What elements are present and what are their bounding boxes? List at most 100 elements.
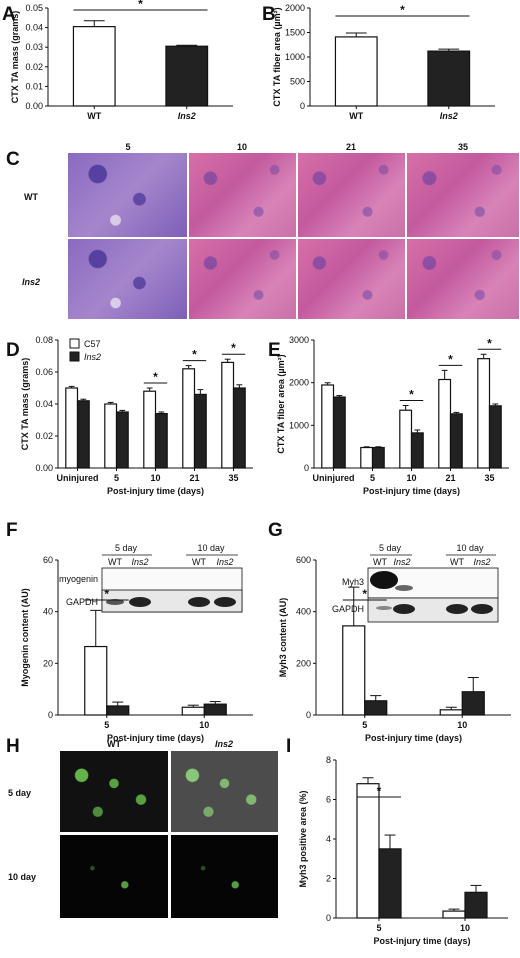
x-axis-label: Post-injury time (days) xyxy=(107,733,204,743)
bar-d-3-1 xyxy=(193,393,207,469)
bar-g-1-0 xyxy=(439,709,463,716)
blot-f-group-5day: 5 day xyxy=(115,543,138,553)
blot-f: 5 day 10 day WT Ins2 WT Ins2 myogenin GA… xyxy=(59,543,243,613)
bar-d-3-0 xyxy=(182,368,196,469)
micrograph-wt-10 xyxy=(189,153,296,237)
y-tick-label: 3000 xyxy=(289,335,309,345)
panel-c-row-ins2: Ins2 xyxy=(22,277,40,287)
y-tick-label: 600 xyxy=(296,555,311,565)
bar-i-1-0 xyxy=(442,910,466,919)
chart-a: 0.00 0.01 0.02 0.03 0.04 0.05 CTX TA mass (gra… xyxy=(10,0,233,121)
micrograph-wt-21 xyxy=(298,153,405,237)
y-tick-label: 1000 xyxy=(289,420,309,430)
bar-e-0-0 xyxy=(321,384,335,469)
significance-star: * xyxy=(231,341,236,355)
panel-c-col-35: 35 xyxy=(458,142,468,152)
micrograph-wt-5 xyxy=(68,153,187,237)
x-tick-label: 5 xyxy=(114,473,119,483)
bar-e-3-0 xyxy=(438,378,452,469)
y-tick-label: 20 xyxy=(43,658,53,668)
x-tick-label: 10 xyxy=(406,473,416,483)
y-axis-label: CTX TA mass (grams) xyxy=(10,11,20,104)
bar-e-2-0 xyxy=(399,409,413,469)
panel-letter-h: H xyxy=(6,736,20,757)
bar-e-4-0 xyxy=(477,358,491,469)
fluorescence-wt-10day xyxy=(60,835,168,918)
blot-f-band-1: myogenin xyxy=(59,574,98,584)
bar-a-0-0 xyxy=(72,26,116,107)
y-tick-label: 40 xyxy=(43,607,53,617)
bar-b-1-0 xyxy=(427,50,471,107)
panel-h-col-ins2: Ins2 xyxy=(215,739,233,749)
bar-g-0-0 xyxy=(342,625,366,716)
bar-a-1-0 xyxy=(165,45,209,107)
y-tick-label: 200 xyxy=(296,658,311,668)
y-tick-label: 8 xyxy=(326,755,331,765)
significance-star: * xyxy=(448,352,453,366)
x-tick-label: 10 xyxy=(199,720,209,730)
micrograph-ins2-5 xyxy=(68,239,187,319)
bar-e-3-1 xyxy=(449,413,463,469)
y-tick-label: 0.08 xyxy=(35,335,53,345)
bar-d-4-1 xyxy=(232,387,246,469)
blot-g-lane-4: Ins2 xyxy=(473,557,490,567)
blot-f-group-10day: 10 day xyxy=(197,543,225,553)
chart-i: 0 2 4 6 8 Myh3 positive area (%) 5 10 Post-injur… xyxy=(298,755,508,946)
fluorescence-wt-5day xyxy=(60,751,168,832)
x-axis-label: Post-injury time (days) xyxy=(363,486,460,496)
y-axis-label: Myogenin content (AU) xyxy=(20,588,30,687)
y-tick-label: 0 xyxy=(304,463,309,473)
significance-star: * xyxy=(104,587,109,601)
bar-e-4-1 xyxy=(488,405,502,469)
blot-f-lane-2: Ins2 xyxy=(131,557,148,567)
y-tick-label: 0.00 xyxy=(35,463,53,473)
bar-f-1-1 xyxy=(203,703,227,716)
panel-c-col-21: 21 xyxy=(346,142,356,152)
blot-g-group-5day: 5 day xyxy=(379,543,402,553)
micrograph-wt-35 xyxy=(407,153,519,237)
blot-g-band-1: Myh3 xyxy=(342,577,364,587)
bar-d-1-1 xyxy=(115,411,129,469)
y-tick-label: 0.04 xyxy=(25,23,43,33)
x-tick-label: 5 xyxy=(370,473,375,483)
bar-d-4-0 xyxy=(221,361,235,469)
y-tick-label: 1000 xyxy=(285,52,305,62)
significance-star: * xyxy=(153,370,158,384)
x-tick-label: Ins2 xyxy=(440,111,458,121)
y-tick-label: 0.00 xyxy=(25,101,43,111)
x-axis-label: Post-injury time (days) xyxy=(107,486,204,496)
x-tick-label: 10 xyxy=(460,923,470,933)
y-tick-label: 0 xyxy=(326,913,331,923)
blot-g-lane-1: WT xyxy=(373,557,387,567)
micrograph-ins2-21 xyxy=(298,239,405,319)
fluorescence-ins2-5day xyxy=(171,751,278,832)
bar-e-0-1 xyxy=(332,396,346,469)
bar-g-0-1 xyxy=(364,700,388,716)
bar-i-0-1 xyxy=(378,848,402,919)
panel-c-row-wt: WT xyxy=(24,192,38,202)
y-tick-label: 2000 xyxy=(285,3,305,13)
x-tick-label: 5 xyxy=(376,923,381,933)
x-tick-label: 35 xyxy=(228,473,238,483)
bar-f-0-0 xyxy=(84,645,108,716)
chart-d: 0.00 0.02 0.04 0.06 0.08 CTX TA mass (grams) U… xyxy=(20,335,253,496)
legend-swatch xyxy=(69,351,80,362)
y-tick-label: 60 xyxy=(43,555,53,565)
blot-g-band-2: GAPDH xyxy=(332,604,364,614)
bar-i-0-0 xyxy=(356,783,380,919)
legend-swatch xyxy=(69,338,80,349)
x-tick-label: 21 xyxy=(445,473,455,483)
bar-d-2-1 xyxy=(154,413,168,469)
fluorescence-ins2-10day xyxy=(171,835,278,918)
bar-g-1-1 xyxy=(461,691,485,716)
significance-star: * xyxy=(138,0,143,11)
panel-h-row-10day: 10 day xyxy=(8,872,36,882)
y-tick-label: 0.02 xyxy=(35,431,53,441)
x-tick-label: 10 xyxy=(150,473,160,483)
significance-star: * xyxy=(487,336,492,350)
x-tick-label: WT xyxy=(349,111,363,121)
y-tick-label: 0.02 xyxy=(25,62,43,72)
y-tick-label: 0 xyxy=(48,710,53,720)
